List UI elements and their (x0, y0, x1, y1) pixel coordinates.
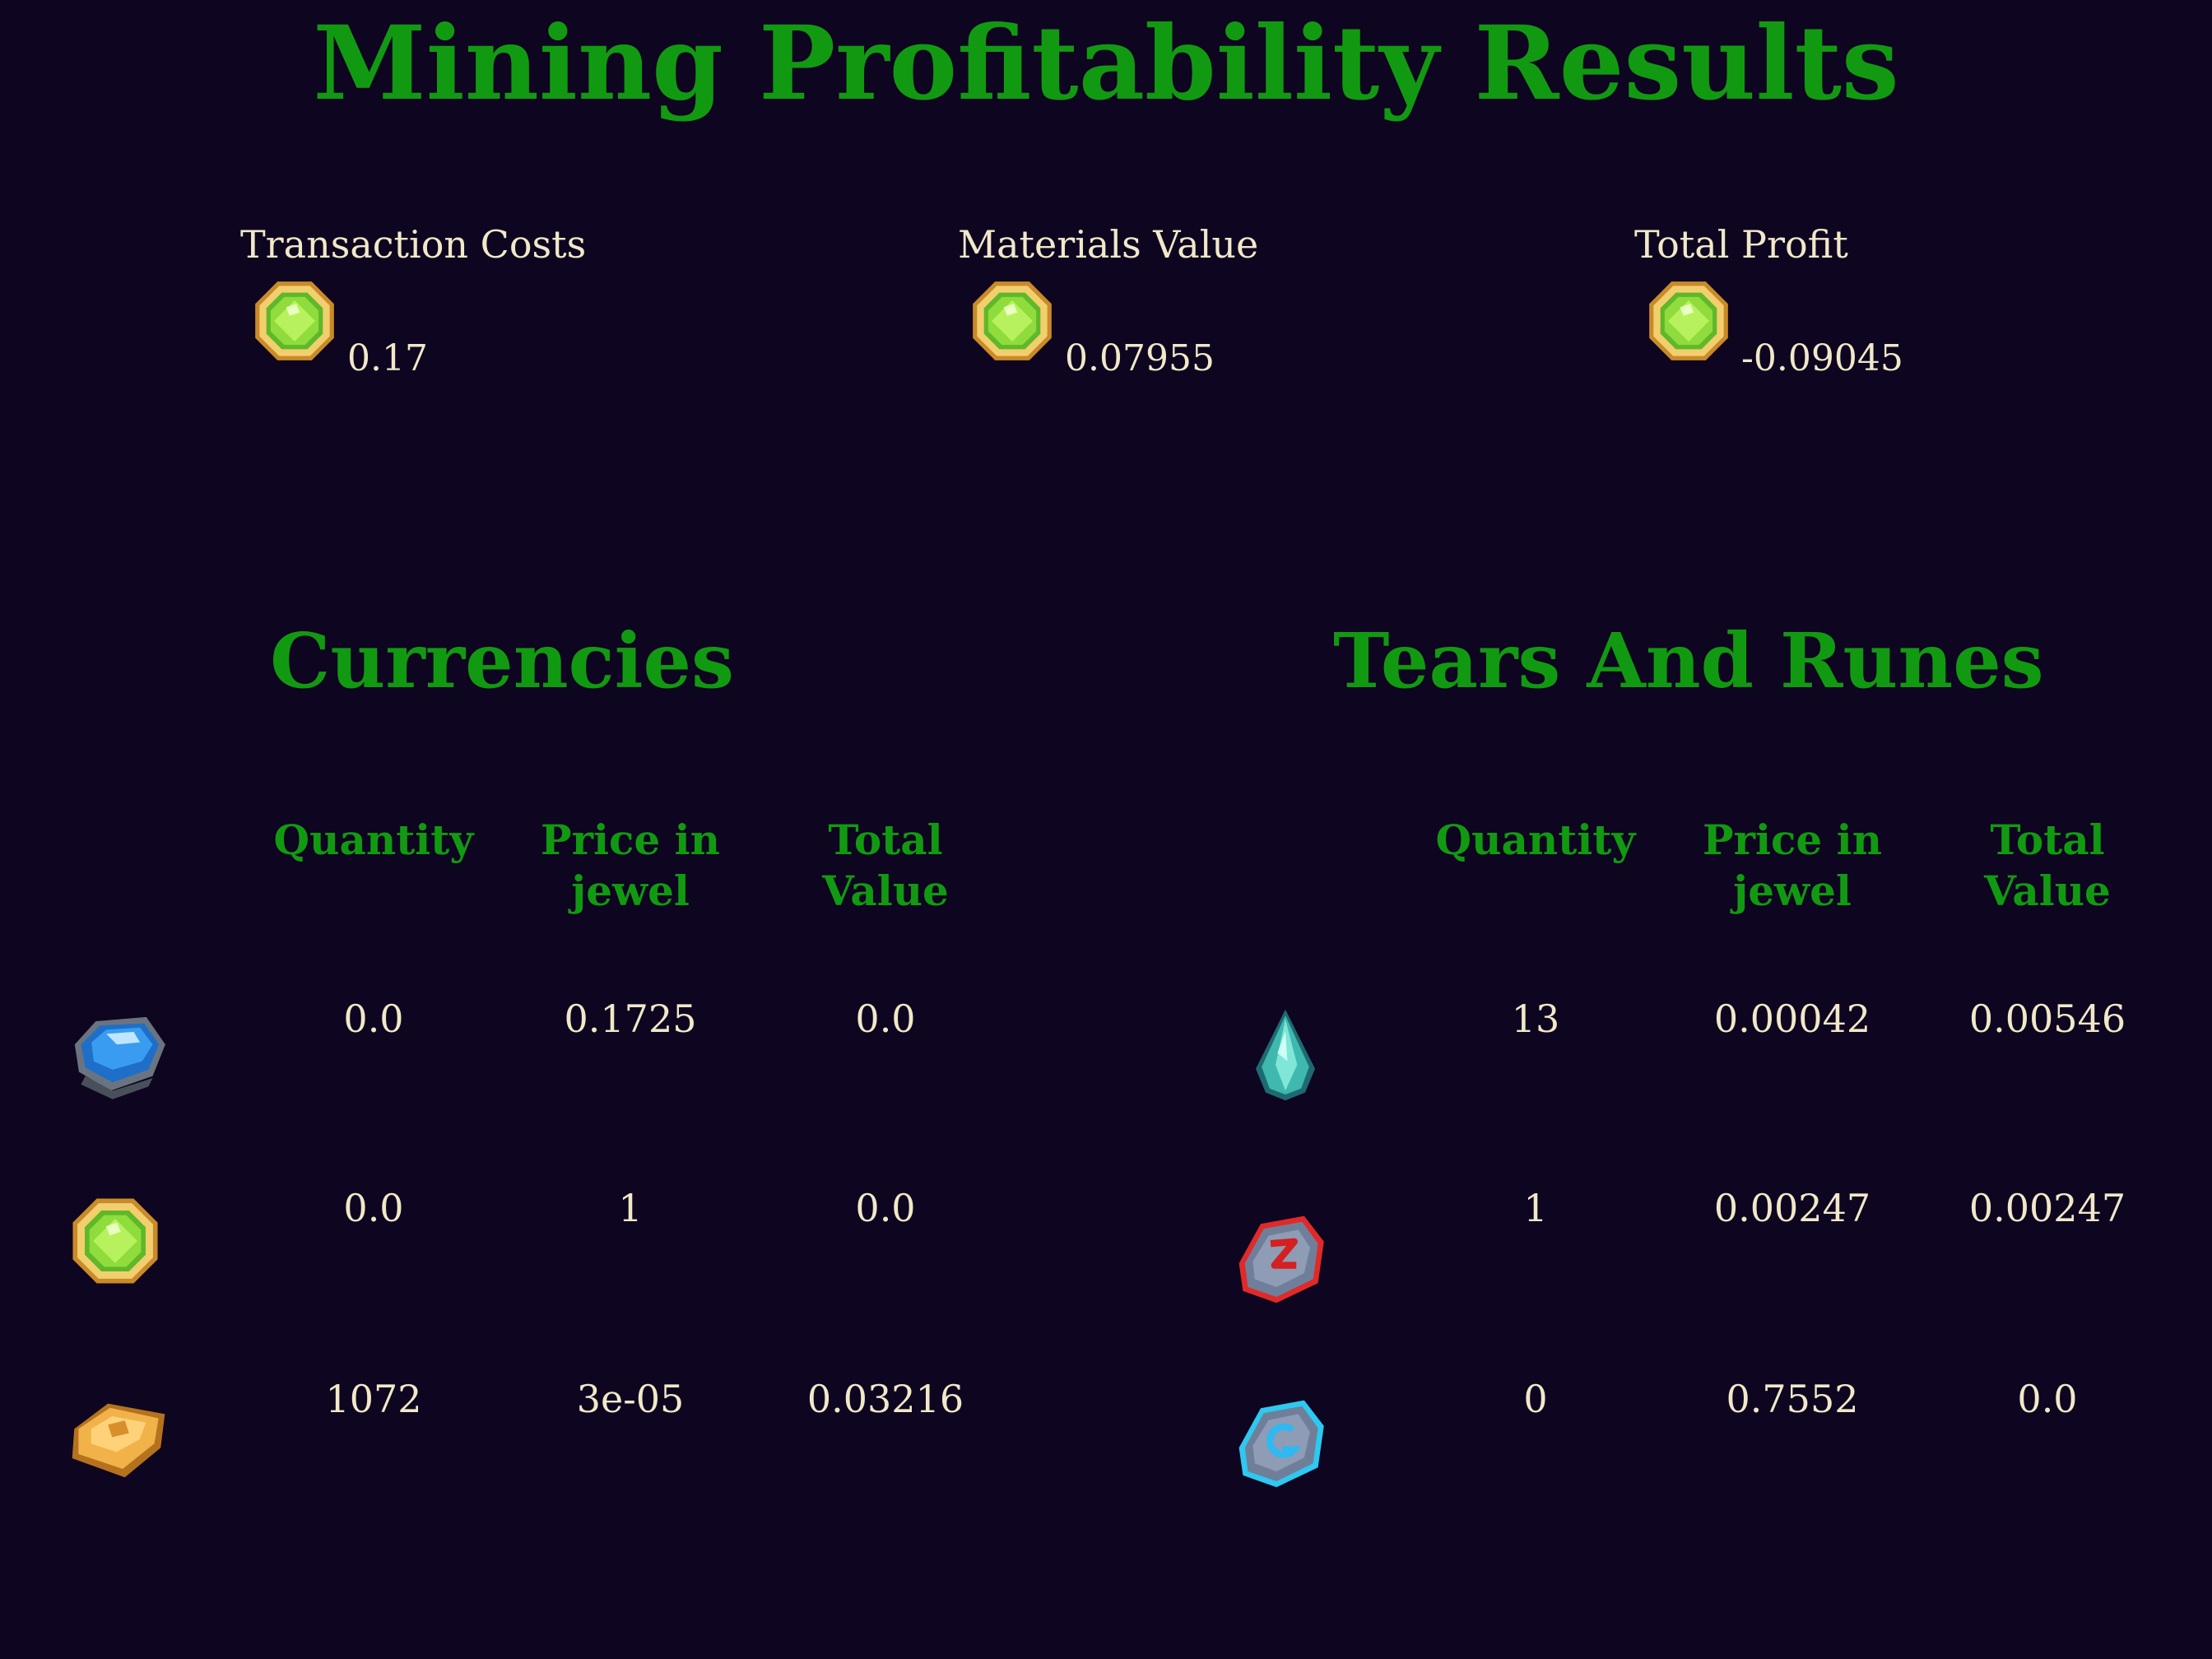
gold-bar-icon (66, 1382, 171, 1488)
jewel-icon (969, 278, 1055, 364)
currencies-row-3-price: 3e-05 (576, 1377, 685, 1421)
tears-runes-row-1-price: 0.00042 (1713, 997, 1871, 1041)
tears-runes-header-total: Total Value (1984, 816, 2111, 915)
tears-runes-row-1-total: 0.00546 (1968, 997, 2126, 1041)
tears-runes-header-quantity: Quantity (1435, 816, 1636, 864)
blue-gem-icon (64, 1002, 170, 1108)
tears-runes-row-2-quantity: 1 (1523, 1186, 1548, 1230)
page-title: Mining Profitability Results (313, 4, 1899, 123)
tears-runes-row-3-quantity: 0 (1523, 1377, 1548, 1421)
transaction-costs-value: 0.17 (347, 337, 428, 379)
jewel-icon (252, 278, 337, 364)
currencies-row-3-total: 0.03216 (806, 1377, 964, 1421)
currencies-row-2-price: 1 (618, 1186, 643, 1230)
red-rune-icon (1231, 1208, 1330, 1307)
transaction-costs-label: Transaction Costs (240, 222, 587, 267)
currencies-row-3-quantity: 1072 (325, 1377, 422, 1421)
currencies-title: Currencies (270, 616, 734, 705)
materials-value-label: Materials Value (958, 222, 1259, 267)
tears-runes-row-2-total: 0.00247 (1968, 1186, 2126, 1230)
tears-runes-row-1-quantity: 13 (1511, 997, 1560, 1041)
materials-value-value: 0.07955 (1065, 337, 1215, 379)
total-profit-label: Total Profit (1634, 222, 1848, 267)
blue-rune-icon (1231, 1392, 1330, 1491)
currencies-header-price: Price in jewel (541, 816, 720, 915)
jewel-icon (1646, 278, 1731, 364)
tears-runes-row-3-price: 0.7552 (1726, 1377, 1859, 1421)
tear-icon (1236, 1006, 1335, 1104)
currencies-row-1-price: 0.1725 (564, 997, 697, 1041)
currencies-row-1-quantity: 0.0 (343, 997, 404, 1041)
currencies-header-total: Total Value (822, 816, 949, 915)
currencies-header-quantity: Quantity (273, 816, 474, 864)
total-profit-value: -0.09045 (1741, 337, 1903, 379)
tears-runes-header-price: Price in jewel (1703, 816, 1882, 915)
currencies-row-2-total: 0.0 (855, 1186, 916, 1230)
currencies-row-1-total: 0.0 (855, 997, 916, 1041)
tears-runes-row-3-total: 0.0 (2017, 1377, 2078, 1421)
tears-runes-row-2-price: 0.00247 (1713, 1186, 1871, 1230)
jewel-icon (69, 1195, 161, 1287)
tears-and-runes-title: Tears And Runes (1333, 616, 2044, 705)
currencies-row-2-quantity: 0.0 (343, 1186, 404, 1230)
